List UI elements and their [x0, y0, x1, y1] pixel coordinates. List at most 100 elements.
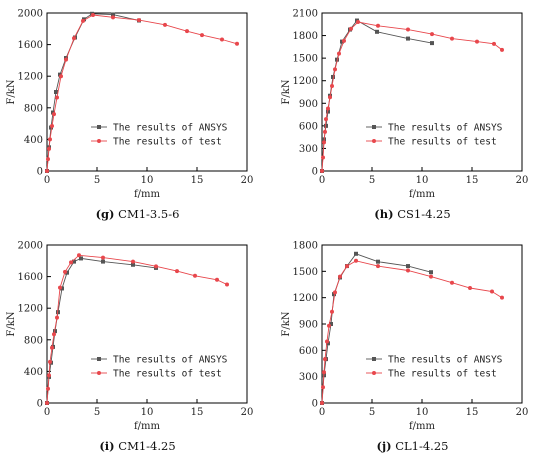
- data-point-test: [72, 36, 76, 41]
- data-point-test: [429, 274, 433, 279]
- data-point-test: [406, 268, 410, 273]
- x-axis-label: f/mm: [409, 421, 436, 432]
- y-axis-label: F/kN: [281, 311, 292, 336]
- data-point-test: [220, 37, 224, 42]
- data-point-test: [326, 106, 330, 111]
- caption-letter: (j): [376, 439, 392, 453]
- data-point-test: [376, 264, 380, 269]
- data-point-ansys: [326, 341, 330, 346]
- data-point-test: [64, 57, 68, 62]
- x-tick-label: 5: [94, 407, 100, 418]
- data-point-test: [450, 36, 454, 41]
- x-tick-label: 15: [466, 407, 479, 418]
- data-point-test: [77, 253, 81, 258]
- series-line-ansys: [46, 13, 140, 172]
- legend-marker-circle: [97, 139, 101, 143]
- data-point-ansys: [79, 256, 83, 261]
- legend-label: The results of ANSYS: [113, 355, 228, 366]
- data-point-test: [48, 137, 52, 142]
- legend-label: The results of test: [113, 369, 222, 380]
- series-line-test: [46, 254, 228, 404]
- data-point-ansys: [131, 262, 135, 267]
- x-tick-label: 5: [369, 175, 375, 186]
- data-point-test: [324, 117, 328, 122]
- data-point-test: [342, 38, 346, 43]
- y-tick-label: 900: [299, 99, 318, 110]
- data-point-test: [235, 41, 239, 46]
- x-tick-label: 0: [44, 407, 50, 418]
- data-point-test: [59, 74, 63, 79]
- data-point-test: [45, 169, 49, 173]
- caption-letter: (g): [95, 207, 115, 221]
- data-point-test: [55, 315, 59, 320]
- y-tick-label: 800: [24, 335, 43, 346]
- data-point-test: [354, 258, 358, 263]
- y-tick-label: 1200: [293, 76, 318, 87]
- data-point-test: [225, 282, 229, 287]
- x-tick-label: 20: [241, 407, 254, 418]
- caption-g: (g) CM1-3.5-6: [0, 207, 275, 221]
- data-point-test: [55, 95, 59, 100]
- data-point-ansys: [101, 259, 105, 264]
- data-point-ansys: [65, 270, 69, 275]
- data-point-test: [175, 269, 179, 274]
- data-point-ansys: [329, 322, 333, 326]
- legend-marker-square: [97, 357, 101, 361]
- data-point-test: [320, 169, 324, 173]
- data-point-test: [323, 129, 327, 134]
- x-axis-label: f/mm: [409, 189, 436, 200]
- data-point-test: [101, 255, 105, 260]
- data-point-ansys: [406, 36, 410, 41]
- caption-i: (i) CM1-4.25: [0, 439, 275, 453]
- legend-marker-square: [97, 125, 101, 129]
- data-point-test: [48, 359, 52, 364]
- data-point-test: [91, 12, 95, 17]
- y-tick-label: 900: [299, 320, 318, 331]
- x-axis-label: f/mm: [134, 421, 161, 432]
- y-tick-label: 400: [24, 367, 43, 378]
- x-tick-label: 20: [516, 407, 529, 418]
- data-point-ansys: [340, 39, 344, 44]
- data-point-test: [321, 155, 325, 160]
- data-point-test: [430, 32, 434, 37]
- data-point-test: [328, 95, 332, 100]
- y-tick-label: 0: [37, 167, 43, 178]
- data-point-test: [193, 273, 197, 278]
- y-axis-label: F/kN: [281, 79, 292, 104]
- data-point-test: [322, 140, 326, 145]
- data-point-test: [356, 20, 360, 25]
- data-point-ansys: [429, 270, 433, 275]
- panel-h: 0 5 10 15 20 0 300 600 900 1200 1500 1800 2100 f/mm F/…: [275, 0, 550, 232]
- data-point-test: [475, 39, 479, 44]
- data-point-test: [46, 157, 50, 162]
- data-point-test: [52, 112, 56, 117]
- series-line-ansys: [46, 257, 157, 404]
- data-point-test: [50, 345, 54, 350]
- data-point-test: [325, 339, 329, 344]
- data-point-ansys: [326, 109, 330, 114]
- data-point-test: [200, 33, 204, 38]
- caption-j: (j) CL1-4.25: [275, 439, 550, 453]
- caption-name: CS1-4.25: [397, 207, 451, 221]
- data-point-test: [490, 289, 494, 294]
- legend-marker-square: [372, 125, 376, 129]
- data-point-test: [500, 295, 504, 300]
- y-axis-label: F/kN: [6, 311, 17, 336]
- x-tick-label: 15: [466, 175, 479, 186]
- data-point-ansys: [430, 41, 434, 46]
- chart-g: 0 5 10 15 20 0 400 800 1200 1600 2000 f/mm F/kN The r…: [6, 9, 253, 201]
- data-point-test: [154, 264, 158, 269]
- data-point-test: [323, 357, 327, 362]
- data-point-ansys: [375, 29, 379, 34]
- data-point-test: [45, 401, 49, 405]
- y-axis-label: F/kN: [6, 79, 17, 104]
- legend-label: The results of ANSYS: [388, 355, 503, 366]
- y-tick-label: 0: [312, 399, 318, 410]
- y-tick-label: 0: [37, 399, 43, 410]
- y-tick-label: 2000: [18, 241, 43, 252]
- data-point-test: [81, 18, 85, 23]
- x-tick-label: 5: [94, 175, 100, 186]
- data-point-test: [52, 332, 56, 337]
- data-point-test: [337, 51, 341, 56]
